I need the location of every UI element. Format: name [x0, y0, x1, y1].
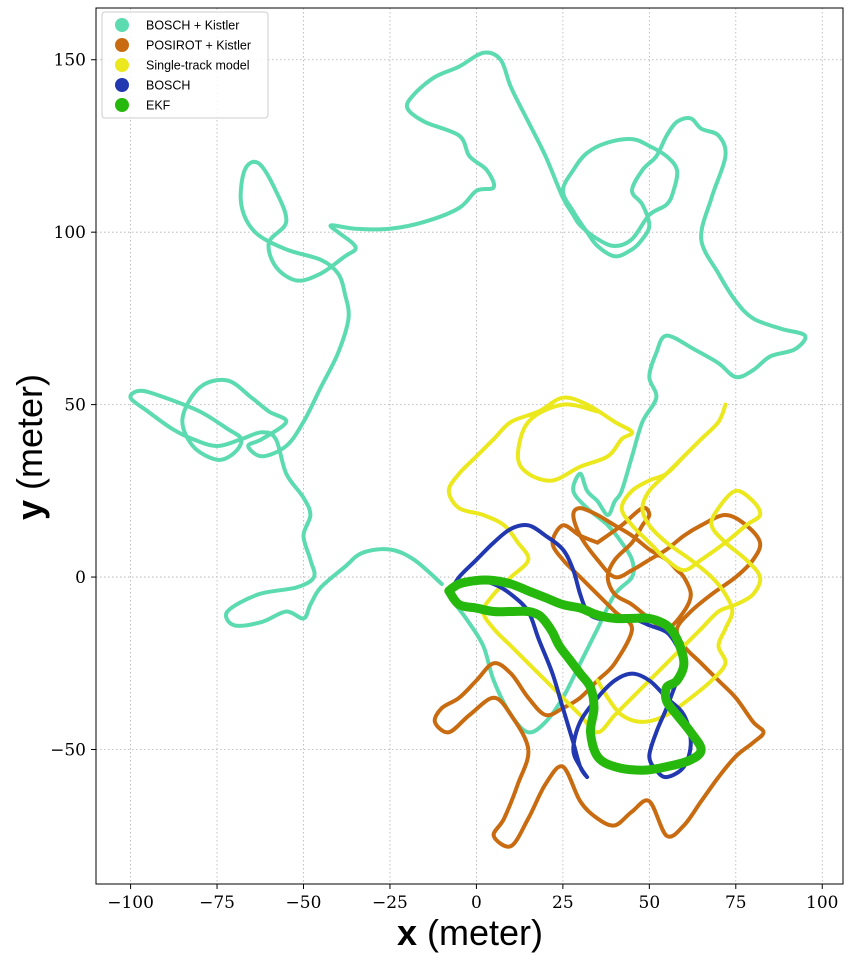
series-line-single-track-model [446, 395, 763, 735]
y-axis-label: y (meter) [9, 374, 50, 520]
legend-box [101, 11, 269, 119]
legend-entry-label: Single-track model [146, 59, 250, 73]
y-tick-label: 0 [75, 568, 86, 588]
x-tick-label: 0 [471, 893, 482, 913]
legend-entry-label: POSIROT + Kistler [146, 39, 251, 53]
x-axis-label: x (meter) [397, 912, 543, 953]
legend: BOSCH + Kistler POSIROT + Kistler Single-t… [101, 11, 269, 119]
x-axis-label-unit: (meter) [427, 912, 543, 953]
series-line-bosch [446, 522, 693, 780]
y-tick-label: 50 [64, 396, 86, 416]
x-axis-label-bold: x [397, 912, 417, 953]
series-line-ekf [444, 575, 706, 775]
legend-marker [115, 78, 129, 92]
legend-marker [115, 38, 129, 52]
x-tick-label: 50 [639, 893, 661, 913]
x-tick-label: −25 [372, 893, 408, 913]
legend-entry-label: BOSCH [146, 79, 190, 93]
series-line-bosch-kistler [128, 50, 808, 735]
legend-marker [115, 58, 129, 72]
legend-entry-label: EKF [146, 99, 171, 113]
y-axis-label-bold: y [9, 500, 50, 520]
x-tick-label: 100 [806, 893, 838, 913]
x-tick-label: −50 [286, 893, 322, 913]
axis-ticks: −100 −75 −50 −25 0 25 50 75 100 −50 0 50 100 150 [50, 51, 838, 913]
x-tick-label: −100 [107, 893, 154, 913]
legend-marker [115, 98, 129, 112]
y-axis-label-unit: (meter) [9, 374, 50, 490]
y-tick-label: 100 [54, 223, 86, 243]
x-tick-label: −75 [199, 893, 235, 913]
series-lines [128, 50, 808, 849]
x-tick-label: 25 [552, 893, 574, 913]
y-tick-label: −50 [50, 740, 86, 760]
series-line-posirot-kistler [432, 505, 766, 849]
y-tick-label: 150 [54, 51, 86, 71]
plot-frame [95, 7, 844, 885]
legend-marker [115, 18, 129, 32]
legend-entry-label: BOSCH + Kistler [146, 19, 239, 33]
x-tick-label: 75 [725, 893, 747, 913]
